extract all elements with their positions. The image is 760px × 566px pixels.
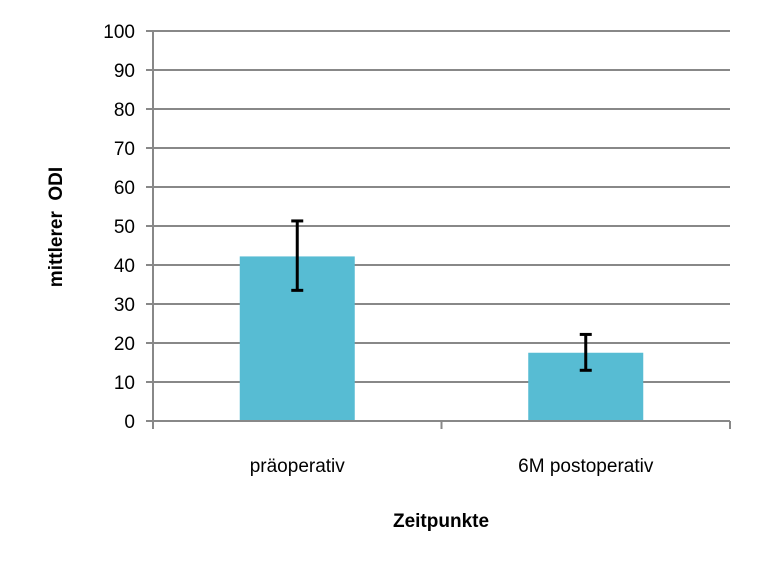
y-tick-label: 40	[114, 256, 135, 277]
y-tick-label: 80	[114, 100, 135, 121]
y-tick-label: 30	[114, 295, 135, 316]
y-tick-label: 20	[114, 334, 135, 355]
y-tick-labels: 0 10 20 30 40 50 60 70 80 90 100	[103, 22, 135, 433]
x-tick-label: 6M postoperativ	[518, 456, 654, 477]
y-tick-label: 10	[114, 373, 135, 394]
y-tick-label: 90	[114, 61, 135, 82]
axes	[152, 31, 731, 429]
y-tick-label: 100	[103, 22, 135, 43]
y-tick-label: 0	[124, 412, 135, 433]
x-tick-labels: präoperativ 6M postoperativ	[250, 456, 654, 477]
bars	[239, 256, 644, 421]
y-axis-title: mittlerer ODI	[46, 167, 67, 287]
error-bars	[291, 219, 592, 372]
x-axis-title: Zeitpunkte	[393, 511, 489, 532]
y-tick-label: 70	[114, 139, 135, 160]
y-tick-label: 60	[114, 178, 135, 199]
x-tick-label: präoperativ	[250, 456, 346, 477]
y-tick-label: 50	[114, 217, 135, 238]
